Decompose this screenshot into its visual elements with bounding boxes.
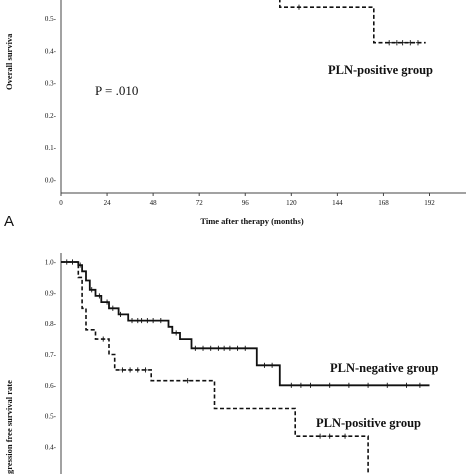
censor-mark bbox=[127, 367, 133, 373]
censor-mark bbox=[110, 305, 116, 311]
censor-mark bbox=[101, 336, 106, 342]
censor-mark bbox=[317, 433, 323, 439]
y-tick-label: 0.0- bbox=[45, 177, 57, 185]
censor-mark bbox=[327, 433, 332, 439]
censor-mark bbox=[145, 317, 150, 324]
censor-mark bbox=[120, 367, 125, 373]
censor-mark bbox=[193, 345, 198, 351]
series-line-pln-positive bbox=[278, 0, 426, 44]
y-tick-label: 0.3- bbox=[45, 80, 57, 88]
censor-mark bbox=[118, 311, 123, 318]
censor-mark bbox=[89, 287, 94, 293]
x-tick-label: 96 bbox=[242, 199, 250, 207]
x-tick-label: 72 bbox=[196, 199, 204, 207]
x-tick-label: 168 bbox=[378, 199, 389, 207]
panel-b-axes: gression free survival rate PLN-negative… bbox=[4, 253, 438, 474]
y-tick-label: 0.1- bbox=[45, 144, 57, 152]
panel-a-x-label: Time after therapy (months) bbox=[200, 216, 303, 226]
censor-mark bbox=[404, 382, 409, 388]
x-tick-label: 192 bbox=[424, 199, 435, 207]
series-line-pln-negative bbox=[61, 261, 430, 387]
y-tick-label: 0.4- bbox=[45, 47, 57, 55]
censor-mark bbox=[262, 362, 267, 368]
y-tick-label: 1.0- bbox=[45, 259, 57, 267]
censor-mark bbox=[158, 317, 164, 324]
censor-mark bbox=[150, 317, 156, 324]
x-tick-label: 120 bbox=[286, 199, 297, 207]
censor-mark bbox=[269, 362, 275, 368]
censor-mark bbox=[221, 345, 227, 351]
panel-b-y-label: gression free survival rate bbox=[4, 380, 14, 474]
censor-mark bbox=[129, 317, 135, 324]
censor-mark bbox=[143, 367, 148, 373]
y-tick-label: 0.2- bbox=[45, 112, 57, 120]
panel-a-y-label: Overall surviva bbox=[4, 33, 14, 90]
censor-mark bbox=[342, 433, 348, 439]
censor-mark bbox=[308, 382, 313, 388]
censor-mark bbox=[227, 345, 233, 351]
censor-mark bbox=[327, 382, 332, 388]
censor-mark bbox=[216, 345, 221, 351]
y-tick-label: 0.4- bbox=[45, 444, 57, 452]
panel-a-series-label-pln-positive: PLN-positive group bbox=[328, 63, 433, 77]
censor-mark bbox=[400, 40, 405, 46]
censor-mark bbox=[386, 40, 392, 46]
y-tick-label: 0.5- bbox=[45, 413, 57, 421]
x-tick-label: 48 bbox=[150, 199, 158, 207]
censor-mark bbox=[385, 382, 390, 388]
censor-mark bbox=[298, 382, 304, 388]
y-tick-label: 0.8- bbox=[45, 320, 57, 328]
series-line-pln-positive bbox=[61, 261, 369, 474]
panel-b-series-label-pln-positive: PLN-positive group bbox=[316, 416, 421, 430]
censor-mark bbox=[296, 4, 302, 10]
censor-mark bbox=[173, 330, 179, 336]
panel-a-axes: Overall surviva Time after therapy (mont… bbox=[4, 0, 466, 230]
panel-b-plot: 1.0- 0.9- 0.8- 0.7- 0.6- 0.5- 0.4- bbox=[45, 259, 430, 474]
censor-mark bbox=[365, 382, 371, 388]
panel-a-letter: A bbox=[4, 213, 14, 230]
x-tick-label: 0 bbox=[59, 199, 63, 207]
censor-mark bbox=[346, 382, 352, 388]
censor-mark bbox=[235, 345, 240, 351]
y-tick-label: 0.5- bbox=[45, 15, 57, 23]
censor-mark bbox=[408, 40, 413, 46]
y-tick-label: 0.7- bbox=[45, 351, 57, 359]
censor-mark bbox=[135, 317, 140, 324]
censor-mark bbox=[289, 382, 294, 388]
censor-mark bbox=[417, 382, 423, 388]
p-value-label: P = .010 bbox=[95, 83, 138, 98]
censor-mark bbox=[104, 299, 110, 305]
censor-mark bbox=[415, 40, 421, 46]
y-tick-label: 0.9- bbox=[45, 289, 57, 297]
panel-b-series-label-pln-negative: PLN-negative group bbox=[330, 361, 438, 375]
censor-mark bbox=[208, 345, 213, 351]
censor-mark bbox=[394, 40, 400, 46]
censor-mark bbox=[135, 367, 140, 373]
censor-mark bbox=[185, 378, 190, 384]
y-tick-label: 0.6- bbox=[45, 382, 57, 390]
censor-mark bbox=[97, 293, 102, 299]
x-tick-label: 24 bbox=[104, 199, 112, 207]
x-tick-label: 144 bbox=[332, 199, 343, 207]
censor-mark bbox=[243, 345, 248, 351]
censor-mark bbox=[139, 317, 144, 324]
panel-a-plot: 0.0- 0.1- 0.2- 0.3- 0.4- 0.5- 0 24 48 72 96 120 144 1… bbox=[45, 0, 435, 207]
censor-mark bbox=[200, 345, 206, 351]
